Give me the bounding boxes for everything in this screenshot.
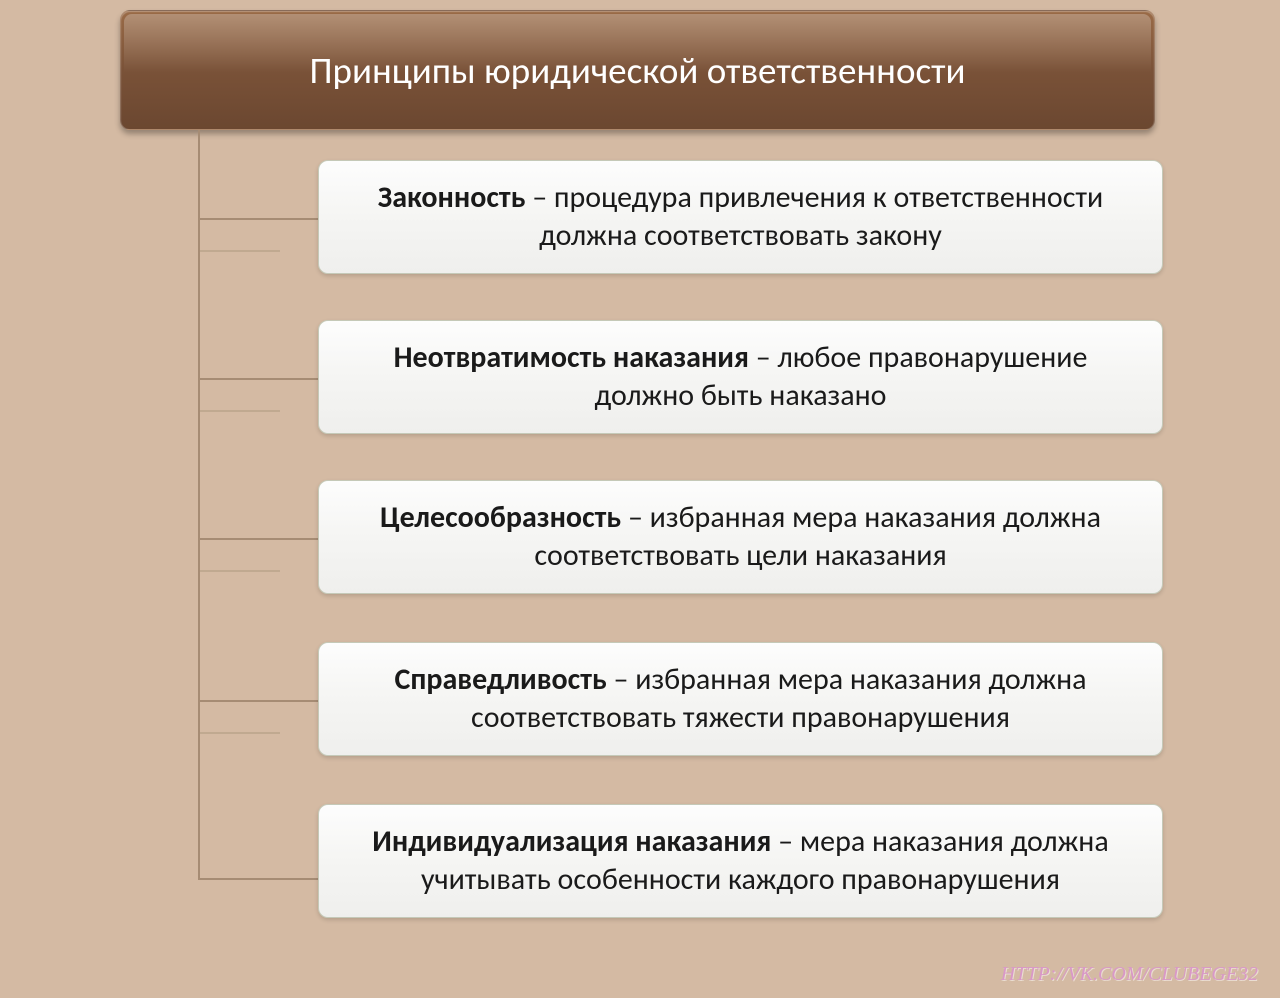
principle-item: Целесообразность – избранная мера наказа…	[318, 480, 1163, 594]
principle-desc: процедура привлечения к ответственности …	[539, 179, 1103, 254]
connector-horiz-short	[200, 410, 280, 412]
principle-term: Законность	[378, 179, 526, 216]
principle-sep: –	[607, 661, 636, 698]
connector-horiz-short	[200, 250, 280, 252]
connector-horiz	[198, 378, 318, 380]
principle-item: Справедливость – избранная мера наказани…	[318, 642, 1163, 756]
connector-vertical	[198, 130, 200, 878]
principle-sep: –	[749, 339, 778, 376]
header-title: Принципы юридической ответственности	[310, 48, 966, 93]
principle-item: Индивидуализация наказания – мера наказа…	[318, 804, 1163, 918]
principle-term: Справедливость	[394, 661, 606, 698]
principle-term: Неотвратимость наказания	[394, 339, 749, 376]
principle-sep: –	[525, 179, 554, 216]
connector-horiz	[198, 878, 318, 880]
connector-horiz-short	[200, 732, 280, 734]
principle-sep: –	[771, 823, 800, 860]
connector-horiz	[198, 218, 318, 220]
principle-item: Неотвратимость наказания – любое правона…	[318, 320, 1163, 434]
connector-horiz	[198, 700, 318, 702]
principle-sep: –	[621, 499, 650, 536]
header-box: Принципы юридической ответственности	[120, 10, 1155, 130]
principle-term: Целесообразность	[380, 499, 621, 536]
connector-horiz	[198, 538, 318, 540]
principle-item: Законность – процедура привлечения к отв…	[318, 160, 1163, 274]
principle-term: Индивидуализация наказания	[372, 823, 771, 860]
watermark: HTTP://VK.COM/CLUBEGE32	[1001, 963, 1258, 986]
connector-horiz-short	[200, 570, 280, 572]
